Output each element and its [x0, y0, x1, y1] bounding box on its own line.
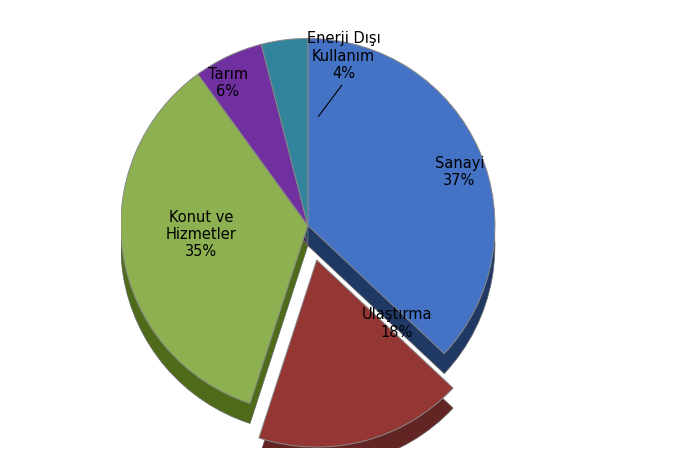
Text: Konut ve
Hizmetler
35%: Konut ve Hizmetler 35%: [166, 210, 236, 259]
Wedge shape: [121, 74, 308, 404]
Wedge shape: [308, 38, 495, 354]
Wedge shape: [308, 59, 495, 373]
Wedge shape: [121, 94, 308, 423]
Wedge shape: [198, 64, 308, 245]
Text: Ulaştırma
18%: Ulaştırma 18%: [361, 307, 432, 340]
Text: Sanayi
37%: Sanayi 37%: [435, 156, 484, 188]
Wedge shape: [198, 44, 308, 226]
Text: Tarım
6%: Tarım 6%: [207, 67, 248, 99]
Wedge shape: [259, 260, 453, 447]
Wedge shape: [261, 59, 308, 245]
Wedge shape: [259, 280, 453, 451]
Text: Enerji Dışı
Kullanım
4%: Enerji Dışı Kullanım 4%: [306, 31, 381, 81]
Wedge shape: [261, 38, 308, 226]
